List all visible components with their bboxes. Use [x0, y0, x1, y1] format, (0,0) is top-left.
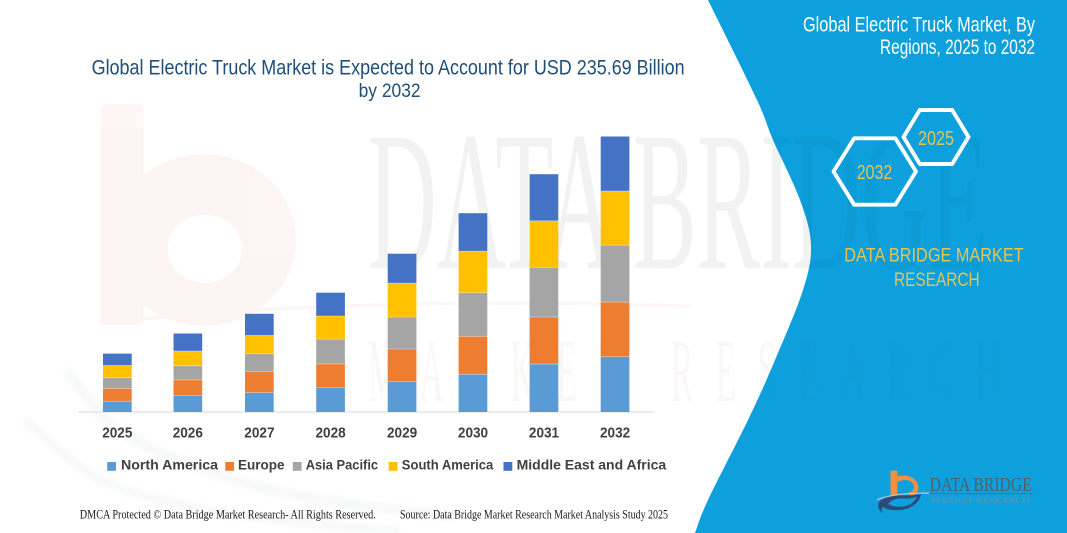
- svg-text:2032: 2032: [857, 162, 893, 184]
- svg-text:South America: South America: [402, 457, 494, 472]
- svg-text:DATA BRIDGE: DATA BRIDGE: [930, 475, 1032, 496]
- svg-text:2025: 2025: [918, 128, 954, 150]
- svg-text:Source: Data Bridge Market Res: Source: Data Bridge Market Research Mark…: [400, 507, 668, 521]
- svg-text:by 2032: by 2032: [359, 81, 421, 102]
- svg-text:Global Electric Truck Market,: Global Electric Truck Market, By: [803, 14, 1035, 37]
- svg-text:2030: 2030: [458, 426, 488, 442]
- svg-text:2032: 2032: [600, 426, 630, 442]
- svg-text:2031: 2031: [529, 426, 559, 442]
- svg-text:Asia Pacific: Asia Pacific: [306, 457, 379, 472]
- svg-text:Global Electric Truck Market i: Global Electric Truck Market is Expected…: [92, 55, 685, 79]
- svg-text:MARKET RESEARCH: MARKET RESEARCH: [931, 497, 1030, 505]
- svg-text:North America: North America: [121, 457, 219, 472]
- svg-text:2025: 2025: [102, 426, 132, 442]
- svg-text:DATA BRIDGE MARKET: DATA BRIDGE MARKET: [844, 246, 1024, 267]
- svg-text:2028: 2028: [316, 426, 346, 442]
- svg-text:Europe: Europe: [238, 457, 285, 472]
- svg-text:RESEARCH: RESEARCH: [894, 270, 980, 291]
- svg-text:2026: 2026: [173, 426, 203, 442]
- svg-text:2029: 2029: [387, 426, 417, 442]
- svg-text:Middle East and Africa: Middle East and Africa: [517, 457, 667, 472]
- svg-text:2027: 2027: [244, 426, 274, 442]
- svg-text:DMCA Protected © Data Bridge M: DMCA Protected © Data Bridge Market Rese…: [80, 507, 376, 521]
- svg-text:Regions, 2025 to 2032: Regions, 2025 to 2032: [880, 36, 1035, 59]
